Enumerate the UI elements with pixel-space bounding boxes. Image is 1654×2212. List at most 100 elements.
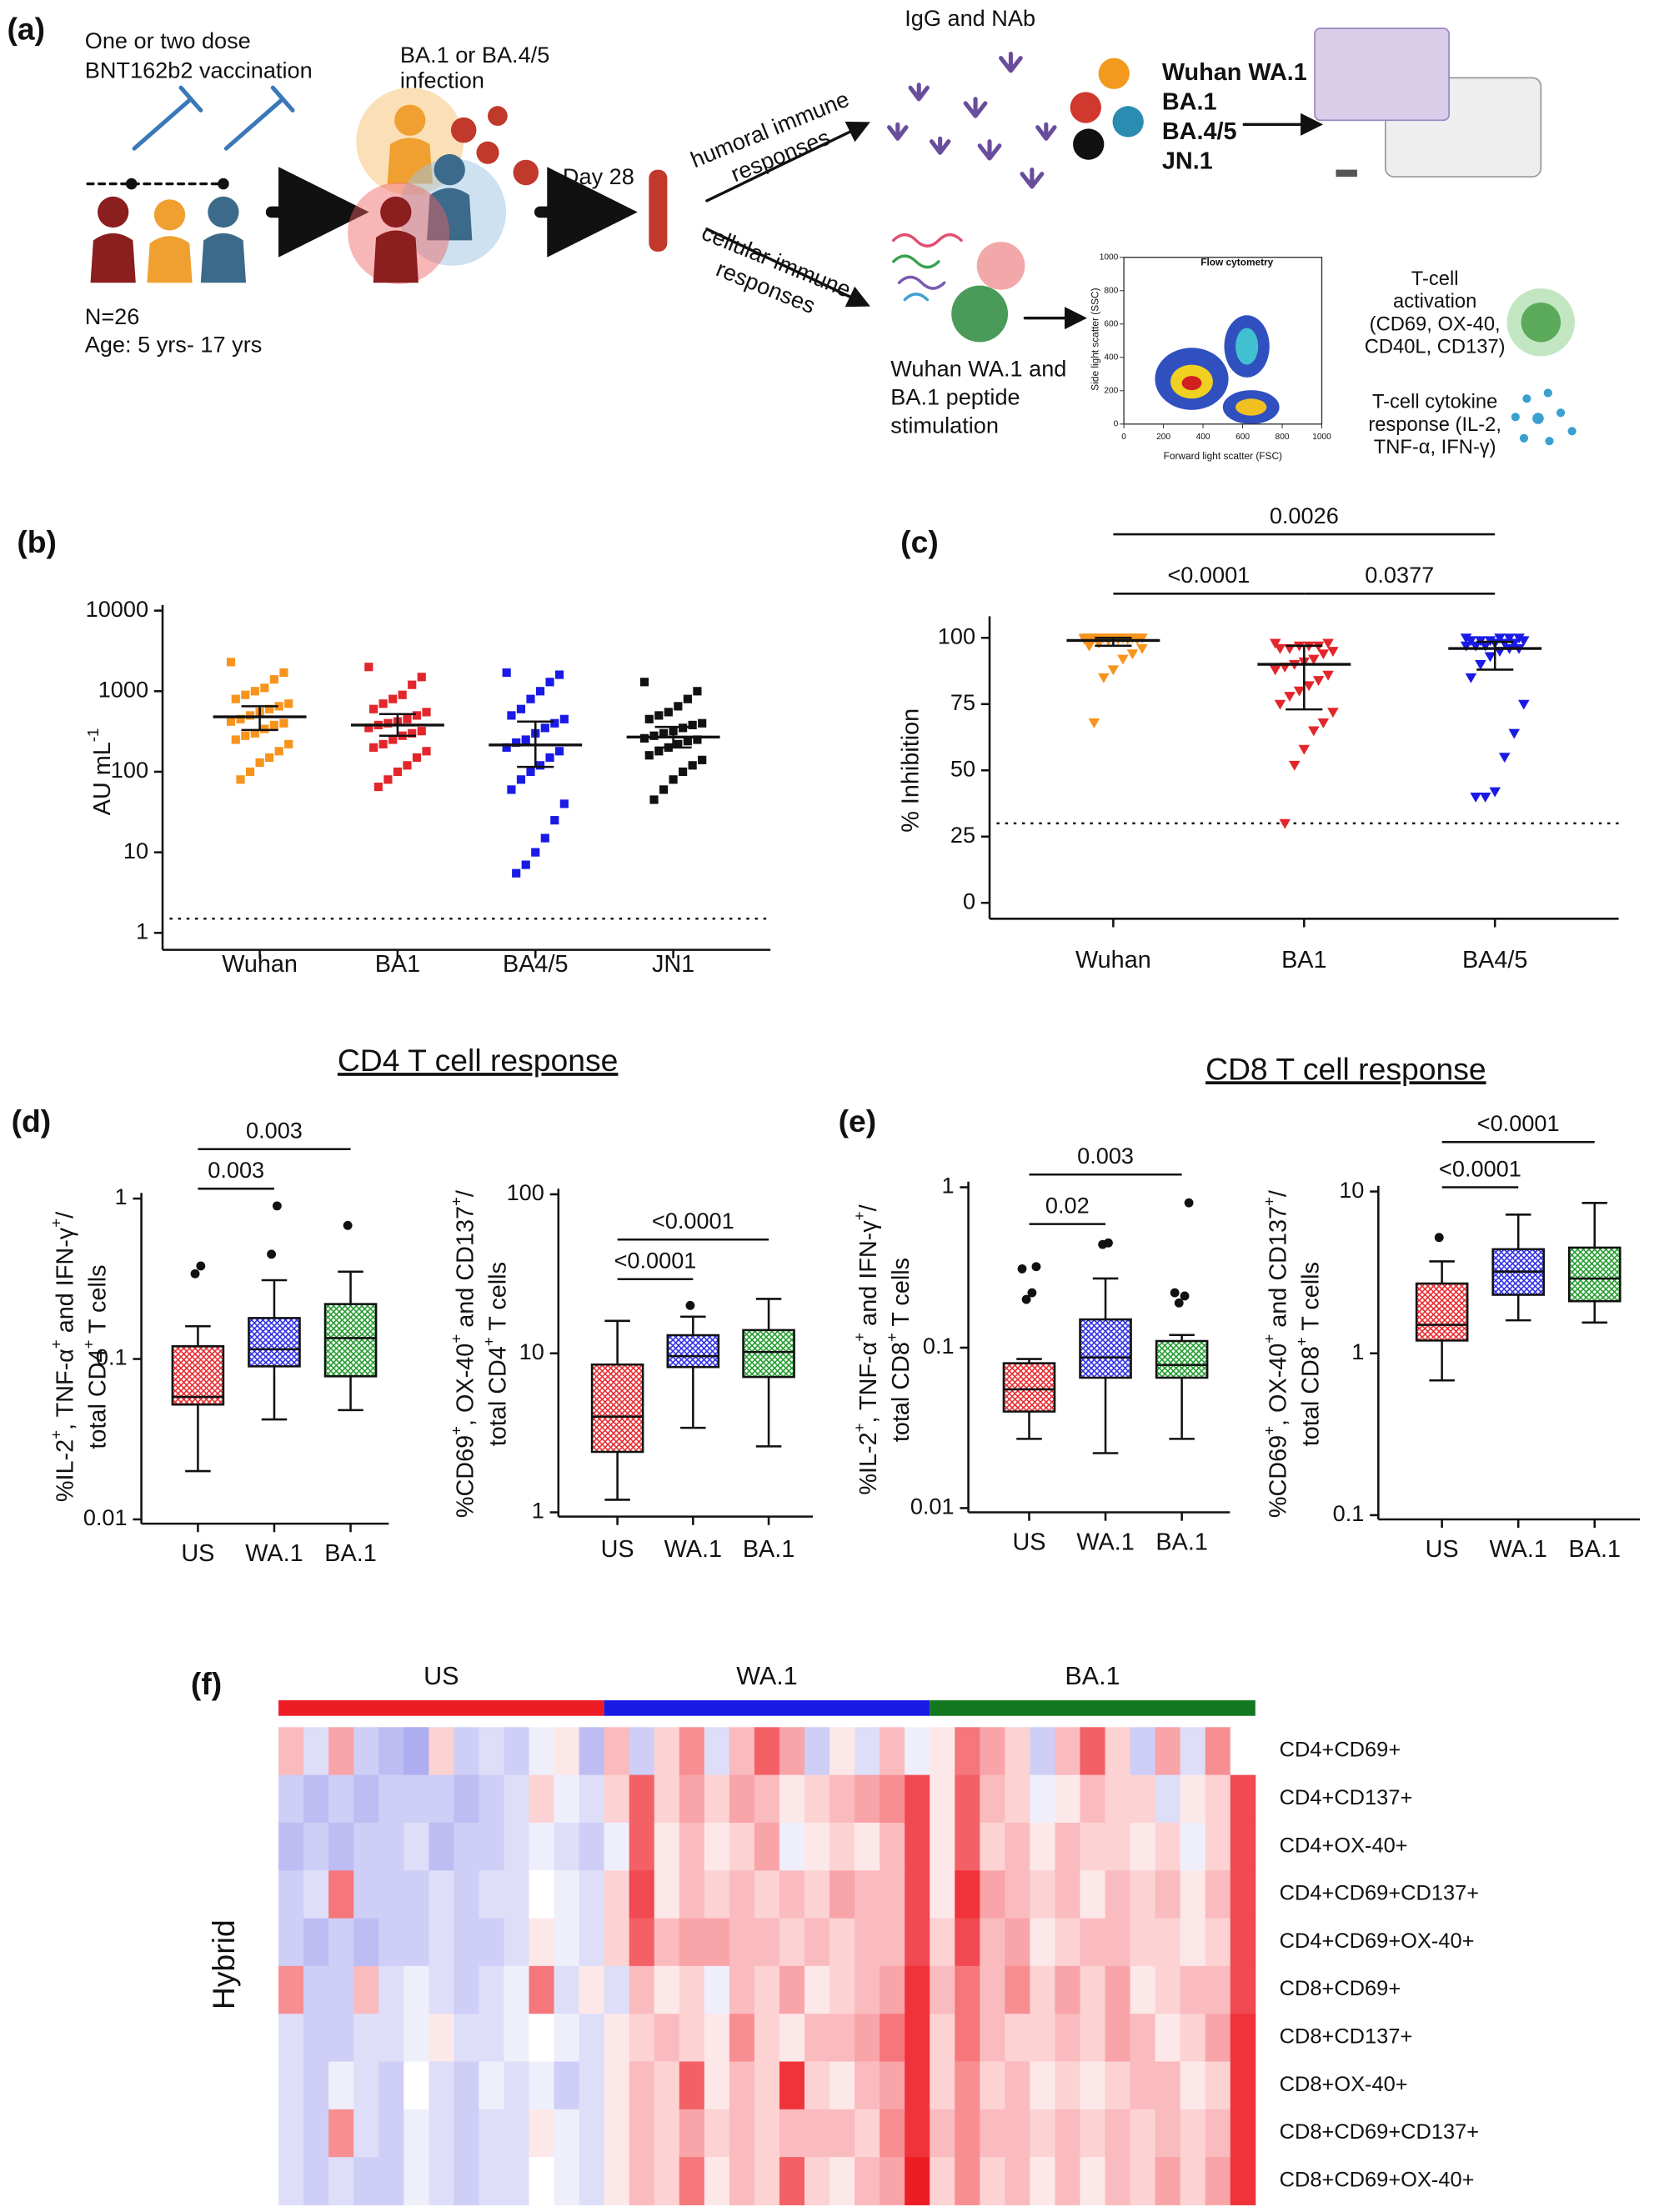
heat-cell xyxy=(905,1822,930,1871)
heat-cell xyxy=(403,2157,429,2205)
data-point xyxy=(1293,686,1306,697)
variant-label: JN.1 xyxy=(1162,148,1213,175)
heat-cell xyxy=(1180,2014,1206,2062)
heat-cell xyxy=(880,1822,905,1871)
heat-cell xyxy=(679,2014,705,2062)
heat-cell xyxy=(930,1870,955,1919)
box xyxy=(1002,1362,1056,1413)
y-axis-label-part: + xyxy=(80,1340,98,1349)
data-point xyxy=(664,708,673,717)
data-point xyxy=(1088,633,1100,644)
heat-cell xyxy=(1055,1870,1081,1919)
heat-cell xyxy=(1080,2109,1106,2158)
data-point xyxy=(1288,760,1301,771)
heat-cell xyxy=(403,1774,429,1824)
data-point xyxy=(683,737,692,746)
data-point xyxy=(693,735,702,744)
data-point xyxy=(559,799,569,808)
data-point xyxy=(1269,638,1281,649)
data-point xyxy=(512,738,521,748)
heat-cell xyxy=(930,1822,955,1871)
heat-cell xyxy=(529,1774,555,1824)
box xyxy=(742,1329,795,1379)
heat-cell xyxy=(403,1918,429,1967)
heat-cell xyxy=(880,1727,905,1776)
y-axis-label-part: , TNF-α xyxy=(855,1342,881,1424)
heat-cell xyxy=(1130,1918,1156,1967)
outlier xyxy=(1180,1291,1190,1301)
y-axis-label-part: %CD69 xyxy=(452,1435,479,1518)
y-axis-label-part: / xyxy=(452,1190,479,1197)
heat-cell xyxy=(654,2061,680,2110)
heat-cell xyxy=(504,1918,530,1967)
heat-cell xyxy=(855,2061,880,2110)
data-point xyxy=(516,704,526,713)
data-point xyxy=(1327,708,1339,718)
data-point xyxy=(683,694,692,703)
heat-cell xyxy=(955,2014,980,2062)
heat-cell xyxy=(1180,2157,1206,2205)
heat-cell xyxy=(1205,1870,1231,1919)
heat-cell xyxy=(579,2157,605,2205)
heat-cell xyxy=(504,1727,530,1776)
label: 1000 xyxy=(1312,433,1331,442)
heat-cell xyxy=(955,1822,980,1871)
heat-cell xyxy=(729,1965,755,2014)
data-point xyxy=(1484,652,1496,663)
y-axis-label-part: / xyxy=(52,1212,78,1219)
heat-cell xyxy=(378,2014,404,2062)
x-tick-label: Wuhan xyxy=(222,951,298,978)
heat-cell xyxy=(378,2109,404,2158)
heat-cell xyxy=(1105,1918,1131,1967)
heat-cell xyxy=(629,1774,655,1824)
group-label: BA.1 xyxy=(1065,1662,1120,1690)
heat-cell xyxy=(378,1774,404,1824)
p-value: 0.003 xyxy=(1077,1143,1134,1169)
y-tick-label: 1 xyxy=(136,918,148,943)
data-point xyxy=(1126,649,1139,660)
data-point xyxy=(1465,636,1477,647)
heat-cell xyxy=(604,1918,630,1967)
antibodies xyxy=(887,51,1057,189)
heat-cell xyxy=(1030,1774,1055,1824)
data-point xyxy=(284,739,293,748)
data-point xyxy=(1327,647,1339,657)
data-point xyxy=(284,699,293,708)
y-axis-label-part: T cells xyxy=(1297,1262,1324,1337)
heat-cell xyxy=(554,2014,580,2062)
heat-cell xyxy=(629,1870,655,1919)
heat-cell xyxy=(855,1727,880,1776)
p-value: 0.0377 xyxy=(1365,562,1434,588)
heat-cell xyxy=(429,2014,454,2062)
children xyxy=(90,196,247,283)
heat-cell xyxy=(779,2109,805,2158)
heat-cell xyxy=(429,1918,454,1967)
heat-cell xyxy=(980,2109,1005,2158)
heat-cell xyxy=(529,2109,555,2158)
heat-cell xyxy=(779,1822,805,1871)
data-point xyxy=(388,694,398,703)
label: 400 xyxy=(1104,353,1118,362)
heat-cell xyxy=(1030,1965,1055,2014)
heat-cell xyxy=(429,1870,454,1919)
heat-cell xyxy=(704,2109,730,2158)
heat-cell xyxy=(529,1822,555,1871)
heat-cell xyxy=(479,2109,504,2158)
heat-cell xyxy=(454,2014,479,2062)
y-axis-label: %CD69+, OX-40+ and CD137+/ xyxy=(448,1190,479,1518)
heat-cell xyxy=(704,1918,730,1967)
heat-cell xyxy=(880,1870,905,1919)
heat-cell xyxy=(353,2014,379,2062)
arrow xyxy=(705,228,870,308)
data-point xyxy=(1136,643,1148,654)
data-point xyxy=(1494,633,1506,644)
y-axis-label-part: + xyxy=(448,1334,465,1344)
heat-cell xyxy=(278,1870,304,1919)
heat-cell xyxy=(629,1918,655,1967)
data-point xyxy=(364,723,373,733)
heat-cell xyxy=(980,1965,1005,2014)
outlier xyxy=(1170,1288,1180,1298)
heat-cell xyxy=(1205,1727,1231,1776)
heat-cell xyxy=(353,1727,379,1776)
label: Day 28 xyxy=(563,163,634,189)
